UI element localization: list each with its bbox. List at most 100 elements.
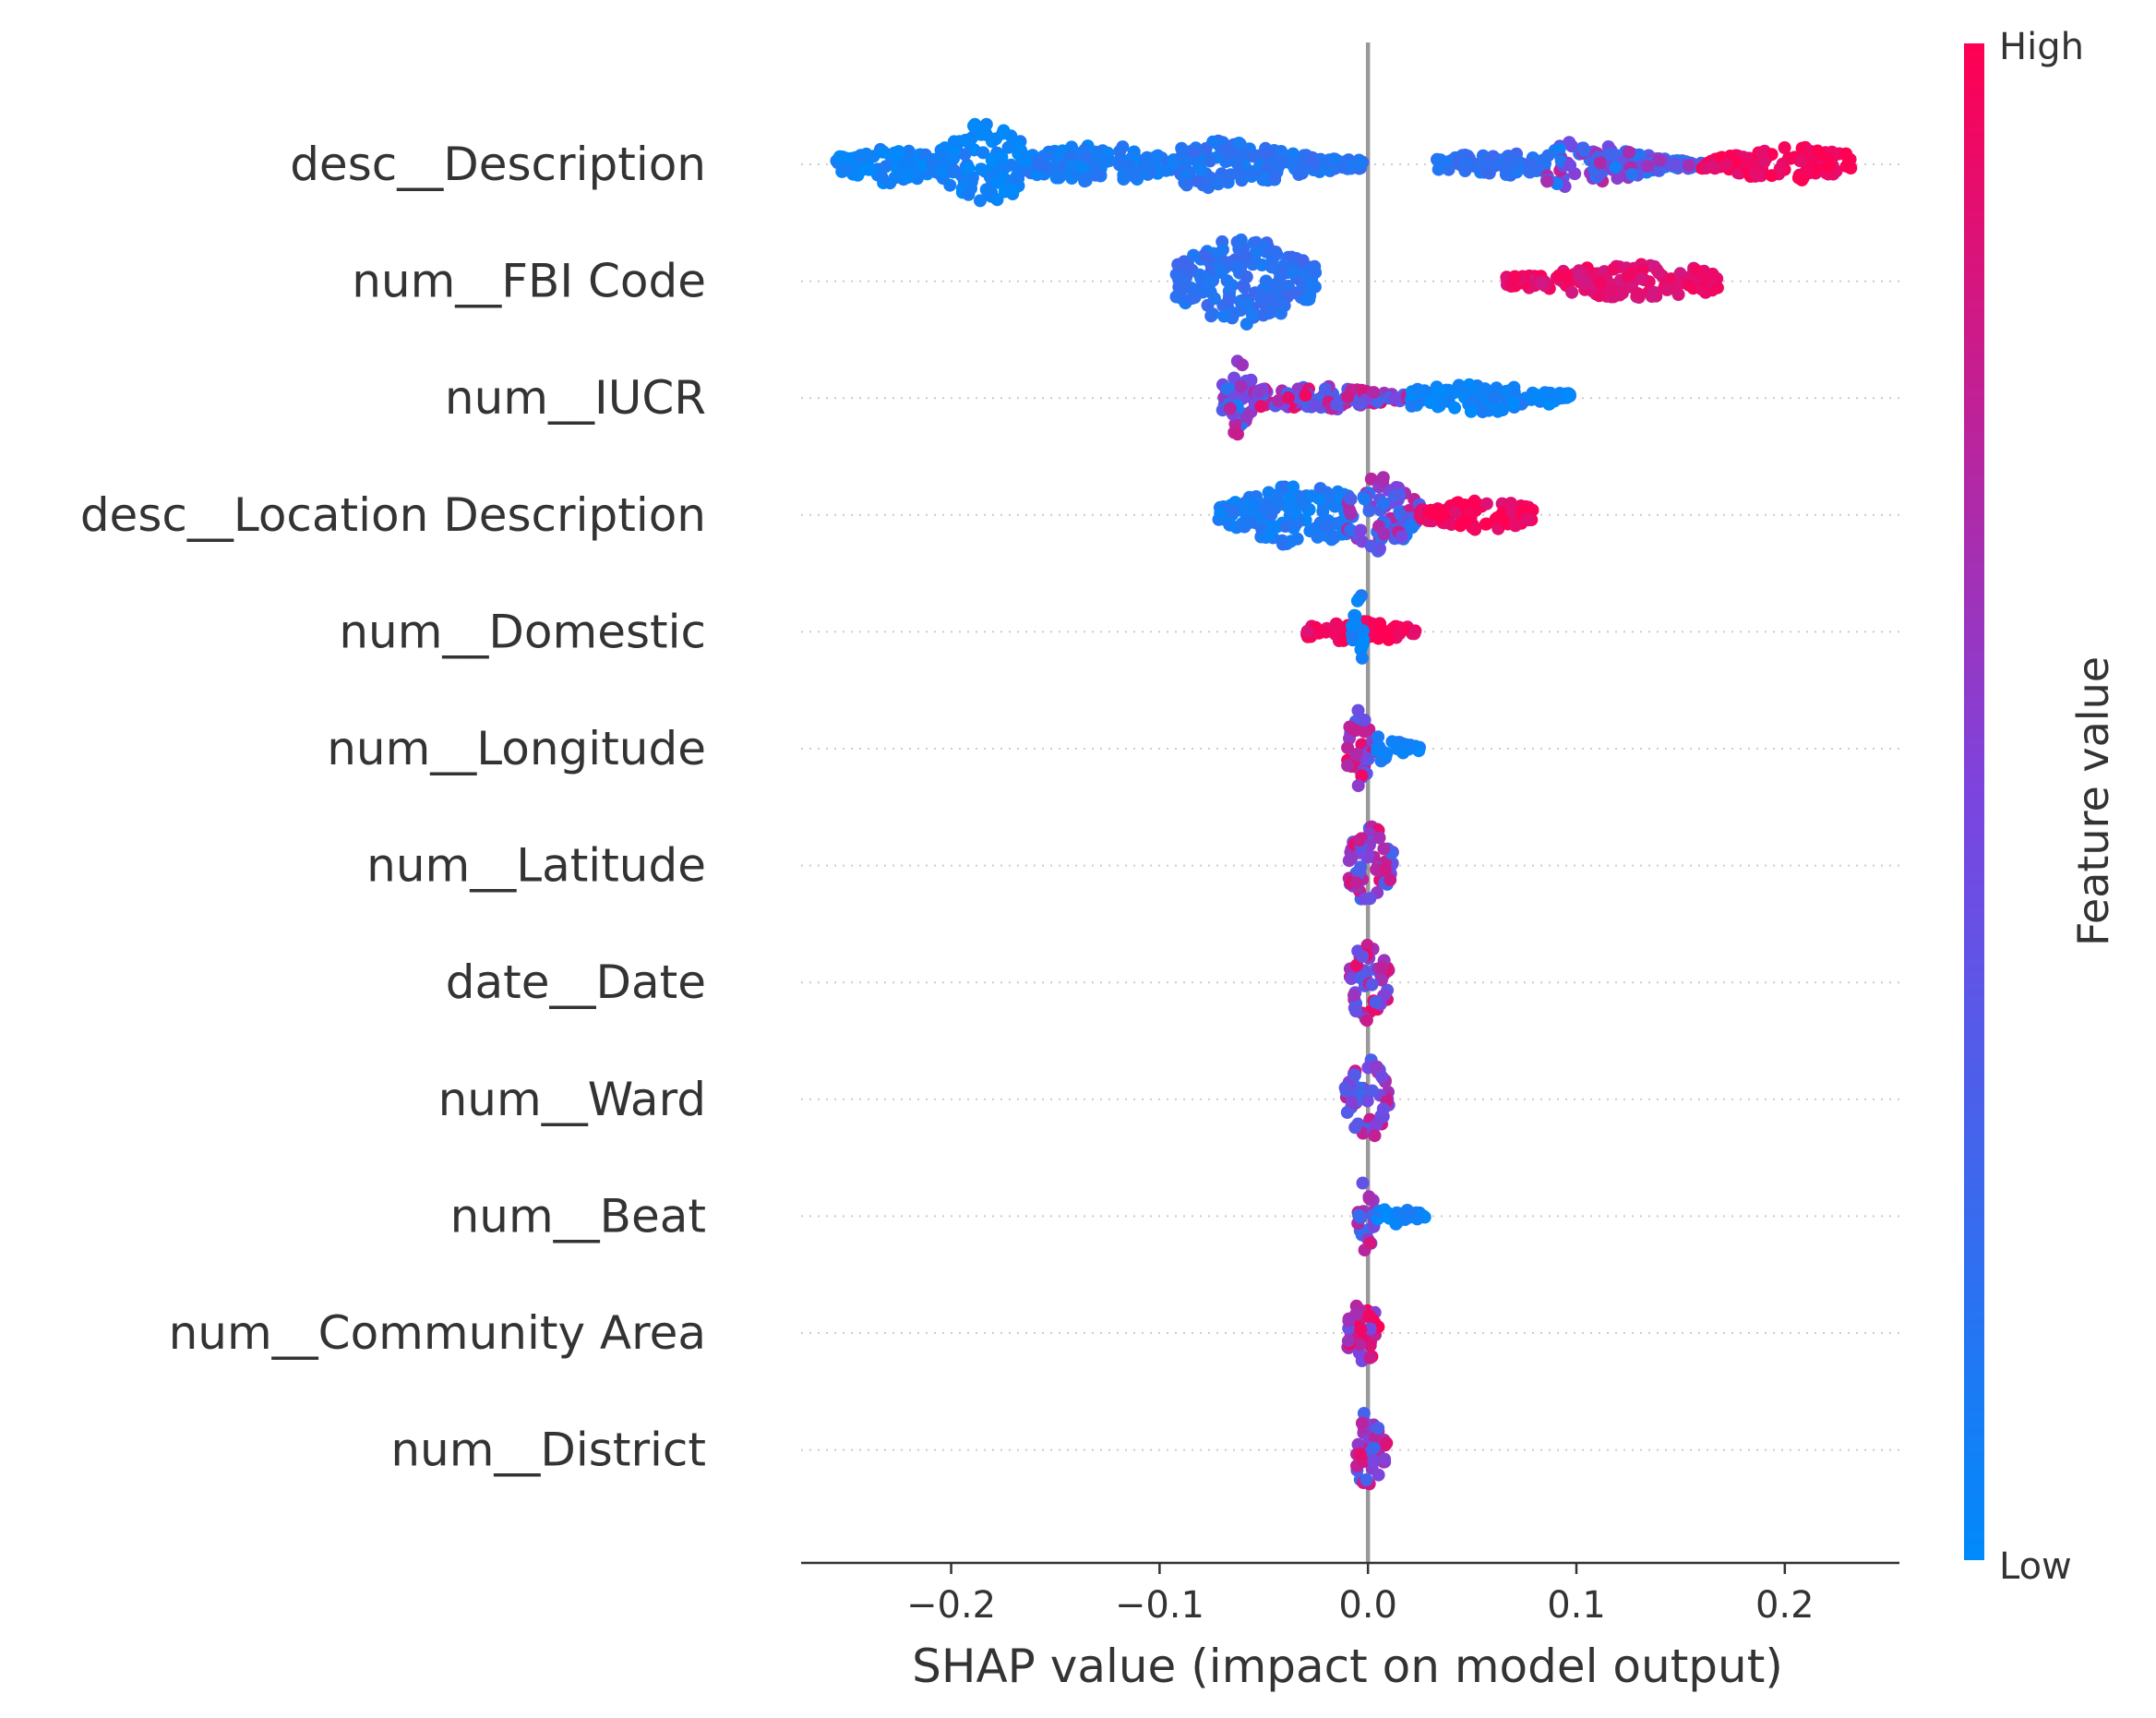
shap-point: [1053, 170, 1067, 184]
shap-point: [1368, 1129, 1382, 1143]
shap-point: [1345, 1096, 1359, 1109]
shap-point: [1352, 1208, 1366, 1222]
shap-point: [1542, 397, 1556, 411]
shap-point: [1528, 388, 1542, 402]
feature-label: num__FBI Code: [352, 255, 706, 308]
shap-point: [1185, 292, 1199, 306]
shap-point: [1660, 282, 1674, 296]
shap-point: [1604, 282, 1618, 296]
shap-point: [1376, 1102, 1390, 1116]
shap-point: [1306, 262, 1320, 276]
shap-point: [986, 152, 1000, 165]
shap-point: [1367, 1455, 1381, 1468]
x-tick-label: 0.0: [1338, 1584, 1397, 1627]
shap-point: [1222, 294, 1236, 307]
shap-point: [1229, 260, 1243, 274]
shap-point: [1223, 402, 1237, 415]
shap-point: [839, 162, 853, 175]
shap-point: [1187, 145, 1201, 159]
shap-point: [1328, 152, 1342, 166]
shap-point: [1296, 254, 1310, 268]
shap-point: [1275, 145, 1288, 158]
shap-point: [1355, 639, 1369, 653]
shap-point: [975, 127, 988, 141]
shap-point: [1274, 306, 1288, 320]
shap-point: [1720, 158, 1734, 172]
shap-point: [1240, 318, 1253, 331]
shap-point: [1773, 162, 1787, 175]
feature-label: desc__Location Description: [80, 488, 706, 542]
shap-point: [975, 162, 988, 176]
shap-point: [1215, 167, 1228, 181]
shap-point: [1122, 159, 1136, 172]
shap-point: [1367, 1441, 1381, 1455]
shap-point: [1278, 520, 1292, 533]
shap-point: [1216, 142, 1229, 156]
x-tick-label: −0.1: [1115, 1584, 1204, 1627]
shap-point: [1263, 293, 1276, 306]
shap-point: [1506, 397, 1520, 411]
shap-point: [1682, 278, 1695, 292]
shap-point: [1240, 297, 1254, 311]
shap-point: [1593, 156, 1607, 170]
shap-point: [1113, 158, 1127, 172]
shap-point: [1541, 149, 1555, 162]
shap-point: [935, 150, 948, 163]
shap-point: [1351, 703, 1365, 717]
shap-point: [1371, 730, 1385, 744]
shap-point: [1285, 157, 1299, 171]
shap-point: [1393, 487, 1407, 501]
shap-point: [1576, 141, 1590, 155]
feature-label: num__Domestic: [339, 605, 706, 658]
shap-point: [1338, 1081, 1352, 1095]
shap-point: [1731, 166, 1744, 180]
shap-point: [1215, 266, 1228, 280]
shap-point: [1348, 1121, 1362, 1135]
shap-point: [1340, 1106, 1354, 1119]
shap-point: [1305, 489, 1318, 503]
shap-point: [1300, 624, 1314, 638]
shap-point: [1282, 390, 1295, 404]
colorbar-high-label: High: [1999, 26, 2084, 68]
shap-point: [995, 170, 1009, 184]
shap-point: [974, 194, 987, 208]
shap-point: [1375, 1070, 1389, 1084]
shap-point: [1510, 165, 1524, 179]
shap-point: [1351, 779, 1365, 793]
shap-point: [1363, 1351, 1377, 1364]
shap-point: [1113, 145, 1127, 158]
shap-point: [1032, 158, 1046, 172]
shap-point: [1341, 741, 1355, 754]
shap-point: [1842, 153, 1855, 167]
shap-point: [876, 145, 890, 159]
x-axis-ticks: −0.2 −0.1 0.0 0.1 0.2: [906, 1563, 1815, 1627]
shap-point: [1001, 140, 1015, 154]
shap-point: [1169, 268, 1183, 282]
shap-point: [1371, 744, 1383, 758]
shap-point: [1755, 146, 1768, 160]
shap-point: [1272, 393, 1286, 407]
shap-point: [1448, 401, 1462, 414]
shap-point: [1127, 169, 1141, 183]
shap-point: [902, 170, 916, 184]
shap-point: [1486, 150, 1500, 163]
shap-point: [962, 162, 976, 174]
shap-point: [1245, 308, 1259, 321]
shap-point: [1395, 530, 1408, 544]
colorbar: [1964, 43, 1984, 1560]
shap-point: [1151, 149, 1165, 162]
shap-point: [1363, 892, 1377, 906]
shap-point: [1353, 397, 1367, 411]
shap-point: [1254, 400, 1268, 414]
shap-point: [1508, 519, 1522, 533]
shap-point: [1349, 876, 1363, 890]
shap-point: [1491, 403, 1505, 417]
shap-point: [1652, 266, 1666, 280]
shap-point: [1169, 290, 1183, 304]
shap-point: [888, 171, 902, 185]
shap-point: [1565, 285, 1579, 299]
shap-point: [1217, 309, 1231, 323]
shap-point: [1351, 1437, 1365, 1451]
shap-point: [1377, 527, 1391, 541]
shap-point: [1349, 1004, 1363, 1018]
